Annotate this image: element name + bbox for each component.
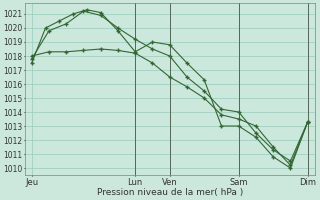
X-axis label: Pression niveau de la mer( hPa ): Pression niveau de la mer( hPa ) — [97, 188, 243, 197]
